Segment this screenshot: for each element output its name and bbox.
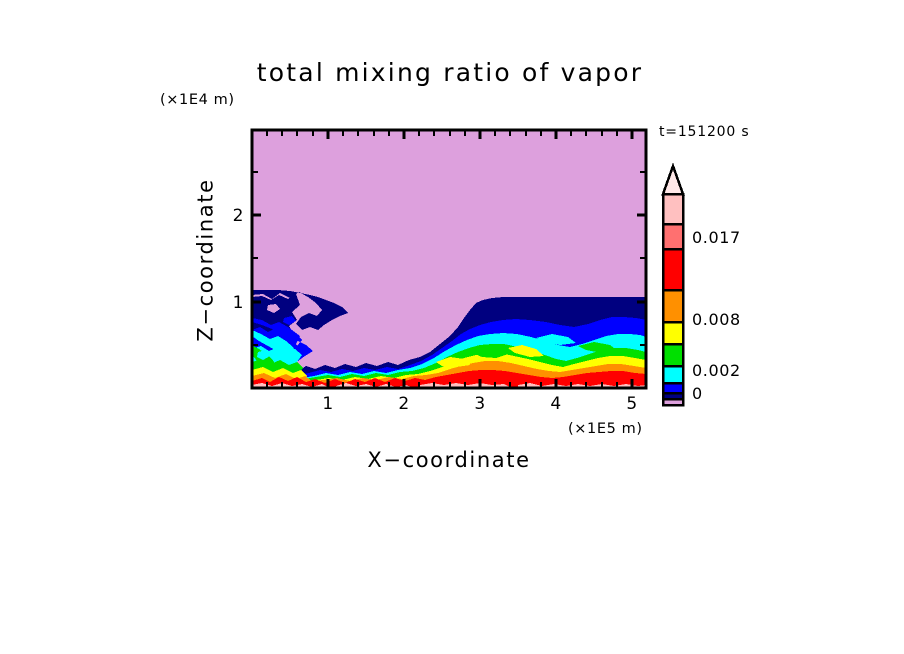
x-axis-title: X−coordinate [367,448,531,472]
y-tick-label-1: 1 [232,293,244,313]
y-axis-title-text: Z−coordinate [194,178,218,342]
colorbar-band-3 [663,366,683,383]
colorbar-band-9 [663,194,683,224]
colorbar-band-1 [663,393,683,399]
x-axis-unit-label: (×1E5 m) [568,421,643,437]
colorbar-tick-label-0.008: 0.008 [692,310,741,329]
colorbar [661,162,685,407]
colorbar-tick-label-0.017: 0.017 [692,228,741,247]
time-annotation: t=151200 s [659,124,750,140]
colorbar-band-2 [663,383,683,393]
y-axis-title: Z−coordinate [188,150,224,370]
colorbar-tick-label-0.002: 0.002 [692,361,741,380]
y-tick-label-2: 2 [232,206,244,226]
colorbar-band-7 [663,249,683,290]
contour-level-navy-plume [252,290,348,330]
x-tick-label-1: 1 [322,394,334,414]
colorbar-band-5 [663,322,683,344]
colorbar-band-0 [663,399,683,405]
x-tick-label-2: 2 [398,394,410,414]
colorbar-band-8 [663,224,683,249]
colorbar-band-4 [663,344,683,366]
contour-field [250,128,648,390]
contour-plume-detail [257,298,340,360]
colorbar-tick-label-0: 0 [692,384,703,403]
contour-level-cyan-plume [252,330,300,372]
colorbar-band-6 [663,290,683,322]
page-title: total mixing ratio of vapor [256,58,644,87]
contour-texture-wedges [436,334,618,367]
y-axis-unit-label: (×1E4 m) [160,92,235,108]
x-axis-ticks [266,130,634,388]
x-tick-label-3: 3 [474,394,486,414]
x-tick-label-5: 5 [626,394,638,414]
y-axis-ticks [252,171,646,346]
x-tick-label-4: 4 [550,394,562,414]
contour-level-blue-plume [252,318,313,361]
contour-level-red [252,370,646,388]
